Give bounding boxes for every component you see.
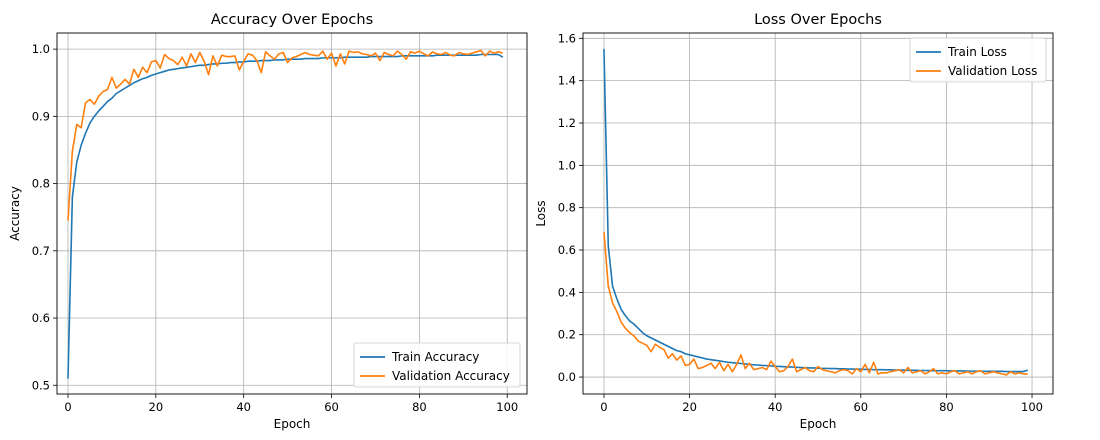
loss-x-tick-label: 100 (1021, 400, 1043, 414)
accuracy-y-tick-label: 0.9 (32, 109, 50, 123)
loss-y-tick-label: 0.8 (558, 201, 576, 215)
loss-y-tick-label: 0.4 (558, 285, 576, 299)
loss-legend-label: Validation Loss (948, 64, 1037, 78)
accuracy-x-tick-label: 40 (236, 400, 251, 414)
accuracy-y-tick-label: 0.8 (32, 177, 50, 191)
accuracy-series-train-accuracy-line (67, 53, 504, 379)
accuracy-series-validation-accuracy-line (67, 49, 504, 221)
loss-x-tick-label: 80 (939, 400, 954, 414)
accuracy-y-axis-label: Accuracy (8, 186, 22, 241)
accuracy-x-tick-label: 80 (412, 400, 427, 414)
loss-plot-area (583, 33, 1053, 394)
loss-legend-box (909, 37, 1047, 83)
accuracy-chart-title: Accuracy Over Epochs (211, 12, 373, 28)
accuracy-x-tick-label: 100 (496, 400, 518, 414)
loss-y-axis-label: Loss (534, 200, 548, 226)
loss-axes-frame (582, 32, 1054, 395)
loss-y-tick-label: 0.0 (558, 370, 576, 384)
accuracy-x-tick-label: 20 (149, 400, 164, 414)
accuracy-x-tick-label: 60 (324, 400, 339, 414)
loss-x-tick-label: 20 (682, 400, 697, 414)
loss-y-tick-label: 0.2 (558, 328, 576, 342)
loss-y-tick-label: 0.6 (558, 243, 576, 257)
loss-series-validation-loss-line (603, 231, 1028, 376)
accuracy-x-axis-label: Epoch (274, 417, 311, 431)
accuracy-y-tick-label: 1.0 (32, 42, 50, 56)
accuracy-legend-label: Train Accuracy (391, 350, 479, 364)
loss-chart: 0 20 40 60 80 100 0.0 0.2 0.4 0.6 0.8 1.0 1.2 1.4 1.6 L… (534, 12, 1054, 431)
loss-chart-title: Loss Over Epochs (754, 12, 882, 28)
loss-y-tick-label: 1.4 (558, 74, 576, 88)
accuracy-axes-frame (56, 32, 528, 395)
loss-y-tick-label: 1.6 (558, 31, 576, 45)
loss-legend-label: Train Loss (947, 45, 1007, 59)
accuracy-x-tick-label: 0 (64, 400, 71, 414)
accuracy-y-tick-label: 0.5 (32, 378, 50, 392)
accuracy-legend: Train Accuracy Validation Accuracy (353, 342, 521, 388)
accuracy-chart: 0 20 40 60 80 100 0.5 0.6 0.7 0.8 0.9 1.0 Accuracy O… (8, 12, 528, 431)
loss-x-tick-label: 40 (768, 400, 783, 414)
loss-y-tick-label: 1.0 (558, 158, 576, 172)
accuracy-y-tick-label: 0.7 (32, 244, 50, 258)
loss-x-tick-label: 60 (853, 400, 868, 414)
accuracy-legend-label: Validation Accuracy (392, 369, 510, 383)
loss-y-tick-label: 1.2 (558, 116, 576, 130)
loss-x-axis-label: Epoch (800, 417, 837, 431)
loss-x-tick-label: 0 (600, 400, 607, 414)
accuracy-legend-box (353, 342, 521, 388)
loss-legend: Train Loss Validation Loss (909, 37, 1047, 83)
accuracy-y-tick-label: 0.6 (32, 311, 50, 325)
accuracy-plot-area (57, 33, 527, 394)
